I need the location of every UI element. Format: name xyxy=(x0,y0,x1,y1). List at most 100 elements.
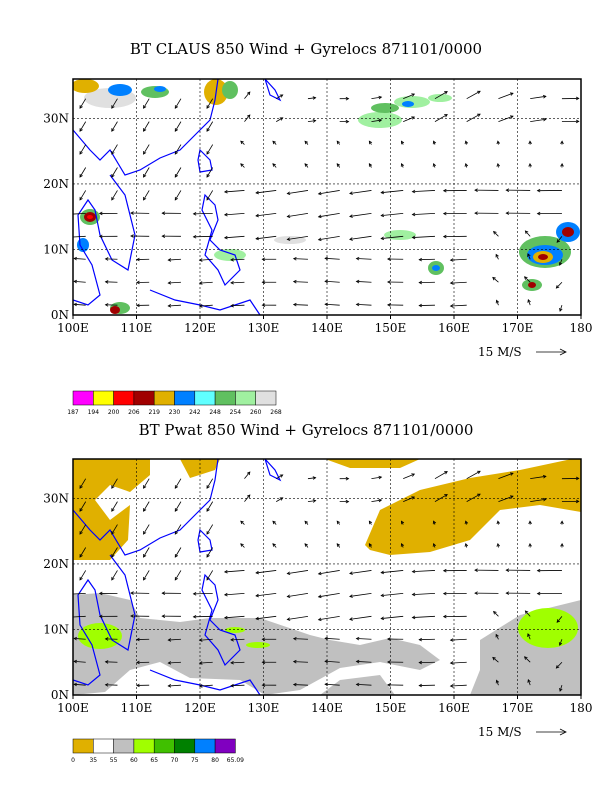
wind-vector xyxy=(79,570,87,581)
wind-vector xyxy=(527,633,531,640)
wind-vector xyxy=(381,615,404,619)
wind-vector-head xyxy=(432,140,437,145)
wind-vector-head xyxy=(286,617,291,621)
wind-vector xyxy=(111,121,118,132)
wind-vector-head xyxy=(542,474,547,479)
x-tick-label: 170E xyxy=(502,321,534,335)
wind-vector-head xyxy=(418,257,423,262)
wind-vector-head xyxy=(304,140,309,145)
wind-vector-head xyxy=(292,659,297,664)
wind-vector-head xyxy=(387,280,391,284)
wind-vector-head xyxy=(279,94,284,98)
wind-vector-head xyxy=(230,280,234,285)
wind-vector-head xyxy=(556,619,561,623)
wind-vector xyxy=(244,91,251,99)
wind-vector xyxy=(143,144,150,155)
wind-vector-head xyxy=(524,230,529,234)
colorbar-label: 70 xyxy=(171,757,179,764)
wind-vector xyxy=(168,661,181,664)
wind-vector-head xyxy=(143,553,147,558)
pwat-axis-ticks: 100E 110E 120E 130E 140E 150E 160E 170E 180 0N 10N… xyxy=(43,491,592,715)
wind-vector xyxy=(111,501,118,512)
wind-vector-head xyxy=(73,256,78,261)
wind-vector-head xyxy=(167,258,172,262)
colorbar-swatch xyxy=(174,390,196,406)
wind-vector-head xyxy=(104,280,109,284)
wind-vector-head xyxy=(192,234,197,239)
colorbar-label: 65 xyxy=(150,757,158,764)
wind-vector xyxy=(174,524,182,535)
wind-vector-head xyxy=(378,475,383,480)
y-tick-label: 0N xyxy=(51,688,69,702)
wind-vector xyxy=(349,592,372,597)
pwat-map-panel: 100E 110E 120E 130E 140E 150E 160E 170E 180 0N 10N… xyxy=(43,458,592,764)
wind-vector xyxy=(325,257,340,260)
wind-vector xyxy=(230,258,245,261)
wind-vector xyxy=(74,638,86,640)
wind-vector-head xyxy=(143,508,147,512)
wind-vector xyxy=(349,190,372,194)
wind-vector xyxy=(412,615,435,618)
wind-vector-head xyxy=(387,303,391,307)
wind-vector xyxy=(293,684,308,686)
colorbar-label: 242 xyxy=(189,409,201,416)
wind-vector-head xyxy=(317,214,322,219)
wind-vector-head xyxy=(292,636,297,641)
wind-vector-head xyxy=(492,276,496,281)
wind-vector-head xyxy=(223,615,228,620)
wind-vector xyxy=(256,615,277,620)
wind-vector-head xyxy=(206,531,210,535)
wind-vector-head xyxy=(192,614,197,619)
wind-vector-head xyxy=(230,303,234,308)
wind-vector-head xyxy=(111,151,115,155)
wind-vector-head xyxy=(272,140,276,145)
wind-vector xyxy=(73,212,86,215)
wind-vector-head xyxy=(174,105,179,109)
x-tick-label: 130E xyxy=(248,701,280,715)
wind-vector xyxy=(230,661,245,664)
wind-vector xyxy=(325,660,340,663)
wind-vector-head xyxy=(143,105,147,109)
wind-vector-head xyxy=(542,497,547,502)
wind-vector-head xyxy=(230,637,234,642)
wind-vector-head xyxy=(559,688,563,692)
claus-coastlines xyxy=(73,79,282,315)
wind-vector-head xyxy=(79,508,83,512)
wind-vector xyxy=(371,119,382,123)
wind-vector-head xyxy=(442,234,447,239)
colorbar-label: 60 xyxy=(130,757,138,764)
wind-vector xyxy=(293,281,308,283)
wind-vector xyxy=(496,300,499,306)
wind-vector-head xyxy=(474,591,478,595)
wind-vector-head xyxy=(136,257,140,262)
wind-vector-head xyxy=(400,543,405,547)
wind-vector-head xyxy=(312,96,317,100)
wind-vector xyxy=(256,190,277,194)
wind-vector xyxy=(143,121,150,132)
wind-vector xyxy=(492,277,499,283)
wind-vector-head xyxy=(104,303,109,307)
wind-vector xyxy=(307,97,316,100)
wind-vector-head xyxy=(98,591,103,596)
wind-vector xyxy=(174,547,182,558)
wind-vector-head xyxy=(411,615,416,620)
wind-vector-head xyxy=(174,151,179,155)
wind-vector xyxy=(349,615,372,620)
wind-vector-head xyxy=(442,188,447,193)
wind-vector xyxy=(224,570,245,573)
wind-vector xyxy=(466,470,481,480)
wind-vector xyxy=(206,98,214,109)
wind-vector-head xyxy=(449,684,454,688)
wind-vector-head xyxy=(387,637,391,641)
wind-vector-head xyxy=(449,304,454,308)
wind-vector-head xyxy=(495,679,500,684)
wind-vector xyxy=(224,615,245,619)
wind-vector-head xyxy=(261,683,266,687)
wind-vector xyxy=(174,98,182,109)
wind-vector xyxy=(356,258,372,260)
y-tick-label: 10N xyxy=(43,622,69,636)
x-tick-label: 170E xyxy=(502,701,534,715)
wind-vector-head xyxy=(312,499,317,503)
colorbar-label: 268 xyxy=(270,409,282,416)
wind-vector xyxy=(276,474,283,480)
